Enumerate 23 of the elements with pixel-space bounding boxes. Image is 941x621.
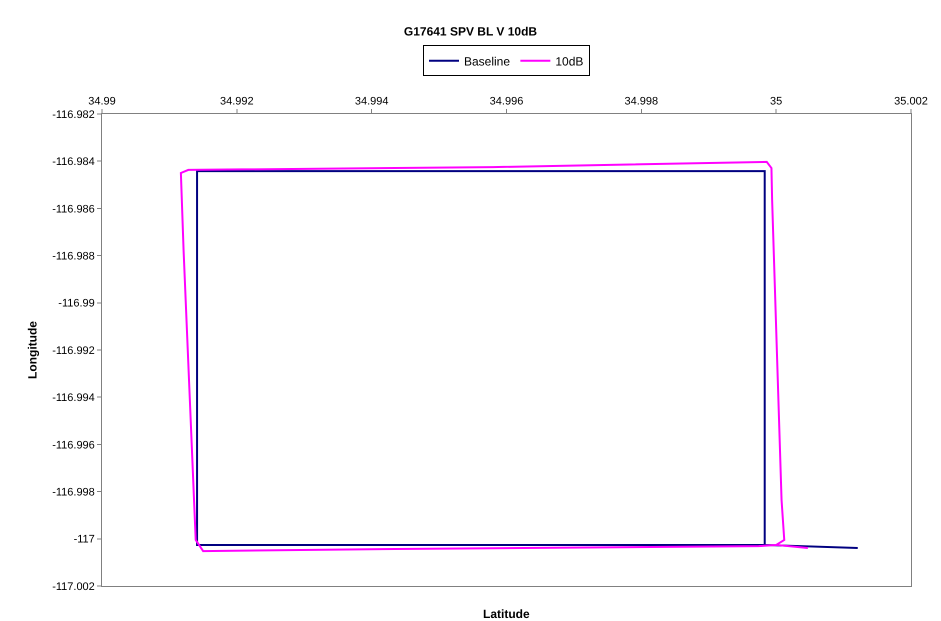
x-tick-label: 35.002 (894, 96, 928, 108)
y-tick-label: -116.982 (52, 108, 95, 121)
chart-title: G17641 SPV BL V 10dB (404, 24, 538, 38)
legend-label: 10dB (555, 54, 584, 68)
y-tick-label: -116.984 (52, 156, 95, 168)
legend-label: Baseline (464, 54, 510, 68)
y-tick-label: -116.99 (58, 298, 95, 310)
x-tick-label: 35 (770, 96, 782, 108)
x-axis-title: Latitude (483, 607, 530, 621)
x-tick-label: 34.99 (88, 96, 116, 108)
y-tick-label: -116.992 (52, 344, 95, 357)
y-tick-label: -117.002 (52, 580, 95, 593)
y-tick-label: -116.986 (52, 203, 95, 216)
y-tick-label: -116.988 (52, 250, 95, 262)
y-axis-title: Longitude (25, 320, 40, 379)
y-tick-label: -116.994 (52, 392, 95, 404)
y-tick-label: -117 (74, 534, 95, 546)
x-tick-label: 34.998 (624, 96, 658, 108)
x-tick-label: 34.996 (490, 96, 524, 108)
x-tick-label: 34.992 (220, 96, 254, 108)
y-tick-label: -116.996 (52, 439, 95, 452)
x-tick-label: 34.994 (354, 96, 388, 108)
y-tick-label: -116.998 (52, 486, 95, 498)
